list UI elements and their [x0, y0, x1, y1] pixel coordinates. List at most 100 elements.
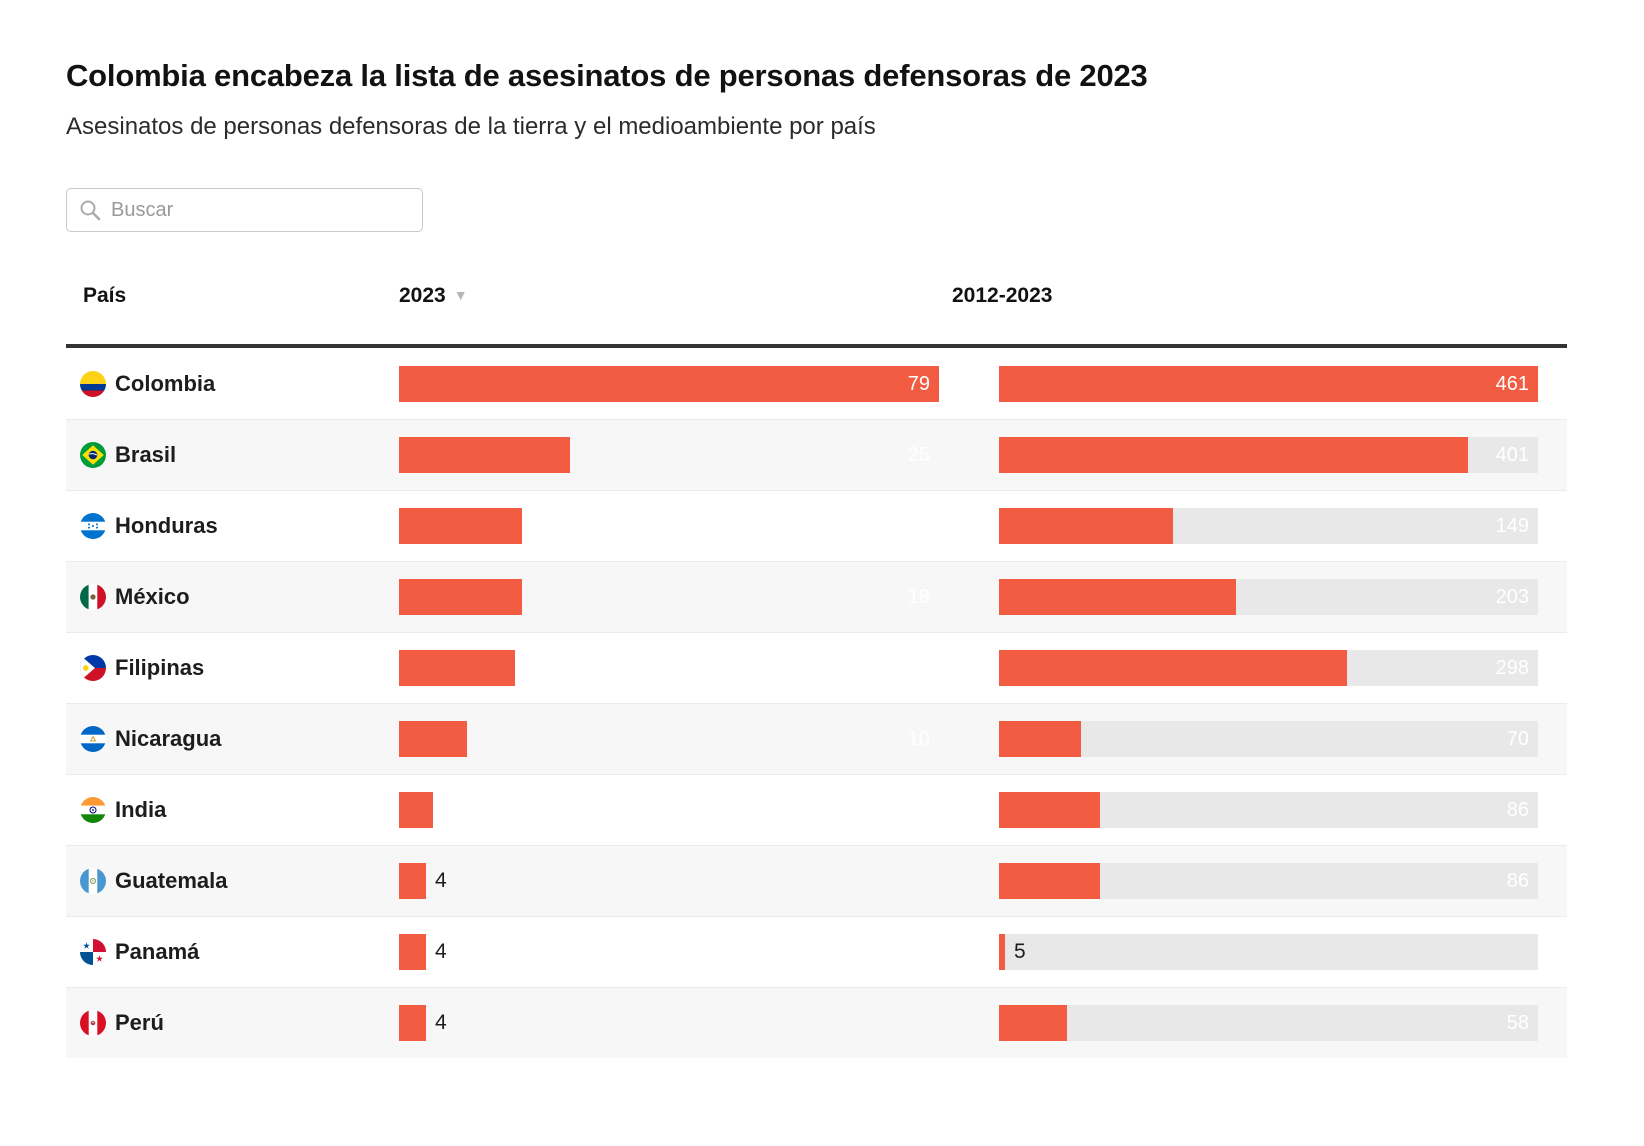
table-row: México 18 203 — [66, 561, 1567, 632]
bar-2012-2023-fill — [999, 792, 1100, 828]
country-label: Perú — [115, 1010, 164, 1035]
bar-2023: 4 — [399, 1005, 939, 1041]
bar-2012-2023: 401 — [999, 437, 1538, 473]
page-subtitle: Asesinatos de personas defensoras de la … — [66, 113, 876, 140]
country-label: Nicaragua — [115, 726, 222, 751]
bar-2023-fill — [399, 934, 426, 970]
table-header-row: País 2023 ▼ 2012-2023 — [66, 284, 1567, 320]
bar-2023: 17 — [399, 650, 939, 686]
bar-2012-2023-value: 86 — [1506, 799, 1529, 821]
bar-2012-2023-fill — [999, 579, 1236, 615]
bar-2023-value: 17 — [907, 657, 930, 679]
table-row: Colombia 79 461 — [66, 348, 1567, 419]
bar-2012-2023-value: 70 — [1506, 728, 1529, 750]
bar-2012-2023: 5 — [999, 934, 1538, 970]
column-header-2023[interactable]: 2023 ▼ — [399, 284, 468, 307]
bar-2023-fill — [399, 437, 570, 473]
bar-2023: 18 — [399, 508, 939, 544]
table-row: Nicaragua 10 70 — [66, 703, 1567, 774]
bar-2023: 25 — [399, 437, 939, 473]
flag-filipinas-icon — [80, 655, 106, 681]
country-label: México — [115, 584, 190, 609]
bar-2012-2023: 203 — [999, 579, 1538, 615]
bar-2012-2023-fill — [999, 934, 1005, 970]
flag-brasil-icon — [80, 442, 106, 468]
flag-mexico-icon — [80, 584, 106, 610]
column-header-2012-2023[interactable]: 2012-2023 — [952, 284, 1053, 307]
bar-2012-2023-fill — [999, 863, 1100, 899]
bar-2023: 5 — [399, 792, 939, 828]
search-box[interactable] — [66, 188, 423, 232]
bar-2012-2023-track — [999, 721, 1538, 757]
bar-2012-2023-fill — [999, 1005, 1067, 1041]
country-label: Brasil — [115, 442, 177, 467]
bar-2023-fill — [399, 863, 426, 899]
country-label: Honduras — [115, 513, 218, 538]
country-label: Panamá — [115, 939, 200, 964]
bar-2012-2023: 86 — [999, 792, 1538, 828]
flag-guatemala-icon — [80, 868, 106, 894]
bar-2012-2023: 461 — [999, 365, 1538, 402]
bar-2012-2023-fill — [999, 650, 1347, 686]
bar-2023-fill — [399, 365, 939, 402]
header-divider — [66, 344, 1567, 348]
bar-2023-value: 18 — [907, 515, 930, 537]
bar-2023-value: 4 — [435, 940, 447, 963]
country-label: Filipinas — [115, 655, 205, 680]
country-label: Guatemala — [115, 868, 228, 893]
flag-colombia-icon — [80, 370, 106, 397]
table-row: Filipinas 17 298 — [66, 632, 1567, 703]
bar-2012-2023-value: 58 — [1506, 1012, 1529, 1034]
bar-2012-2023-value: 86 — [1506, 870, 1529, 892]
table-row: Guatemala 4 86 — [66, 845, 1567, 916]
sort-desc-icon: ▼ — [453, 287, 468, 303]
bar-2023: 79 — [399, 365, 939, 402]
bar-2023-fill — [399, 508, 522, 544]
bar-2012-2023-value: 461 — [1495, 372, 1529, 395]
bar-2012-2023-value: 203 — [1495, 586, 1529, 608]
search-input[interactable] — [111, 198, 410, 222]
bar-2012-2023-track — [999, 934, 1538, 970]
bar-2023-value: 5 — [918, 799, 930, 821]
bar-2023-value: 4 — [435, 869, 447, 892]
flag-honduras-icon — [80, 513, 106, 539]
search-icon — [80, 200, 101, 221]
country-label: Colombia — [115, 370, 216, 396]
bar-2023-fill — [399, 721, 467, 757]
bar-2023-value: 25 — [907, 444, 930, 466]
bar-2012-2023-value: 149 — [1495, 515, 1529, 537]
bar-2023-value: 10 — [907, 728, 930, 750]
bar-2023-fill — [399, 1005, 426, 1041]
bar-2023: 4 — [399, 863, 939, 899]
bar-2012-2023-fill — [999, 508, 1173, 544]
bar-2012-2023: 149 — [999, 508, 1538, 544]
bar-2023-value: 18 — [907, 586, 930, 608]
flag-india-icon — [80, 797, 106, 823]
flag-nicaragua-icon — [80, 726, 106, 752]
table-row: India 5 86 — [66, 774, 1567, 845]
flag-peru-icon — [80, 1010, 106, 1036]
bar-2012-2023-value: 298 — [1495, 657, 1529, 679]
table-row: Brasil 25 401 — [66, 419, 1567, 490]
bar-2023-fill — [399, 792, 433, 828]
bar-2012-2023-track — [999, 1005, 1538, 1041]
bar-2023: 4 — [399, 934, 939, 970]
bar-2012-2023-value: 5 — [1014, 940, 1026, 963]
bar-2012-2023-value: 401 — [1495, 444, 1529, 466]
bar-2012-2023-fill — [999, 437, 1468, 473]
bar-2023-value: 4 — [435, 1011, 447, 1034]
bar-2012-2023: 58 — [999, 1005, 1538, 1041]
bar-2023-fill — [399, 579, 522, 615]
column-header-country[interactable]: País — [83, 284, 127, 307]
bar-2012-2023: 86 — [999, 863, 1538, 899]
table-row: Honduras 18 149 — [66, 490, 1567, 561]
table-row: Perú 4 58 — [66, 987, 1567, 1058]
table-row: Panamá 4 5 — [66, 916, 1567, 987]
bar-2012-2023: 298 — [999, 650, 1538, 686]
bar-2023-fill — [399, 650, 515, 686]
bar-2012-2023: 70 — [999, 721, 1538, 757]
country-label: India — [115, 797, 167, 822]
bar-2012-2023-fill — [999, 721, 1081, 757]
bar-2023: 18 — [399, 579, 939, 615]
